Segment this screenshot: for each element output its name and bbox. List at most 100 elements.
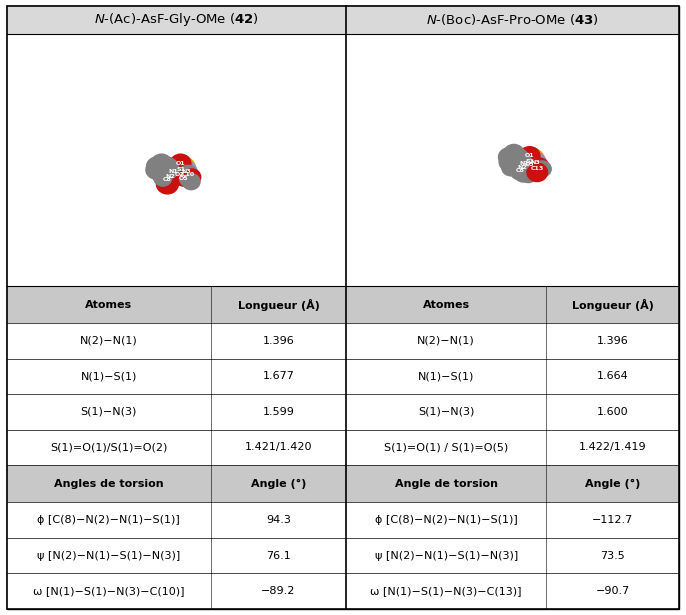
Circle shape	[514, 148, 545, 175]
Text: S(1)−N(3): S(1)−N(3)	[418, 407, 475, 417]
Circle shape	[147, 157, 167, 175]
Circle shape	[508, 152, 530, 172]
Circle shape	[510, 154, 528, 170]
Text: ϕ [C(8)−N(2)−N(1)−S(1)]: ϕ [C(8)−N(2)−N(1)−S(1)]	[37, 515, 180, 525]
Text: 1.677: 1.677	[263, 371, 294, 381]
Circle shape	[152, 156, 174, 175]
Circle shape	[504, 153, 521, 169]
Circle shape	[156, 174, 178, 194]
Text: −90.7: −90.7	[595, 586, 630, 596]
Text: S(1)−N(3): S(1)−N(3)	[80, 407, 137, 417]
Text: 1.664: 1.664	[597, 371, 628, 381]
FancyBboxPatch shape	[7, 394, 346, 430]
FancyBboxPatch shape	[7, 323, 346, 359]
Circle shape	[165, 156, 196, 183]
FancyBboxPatch shape	[7, 430, 346, 465]
FancyBboxPatch shape	[7, 6, 679, 609]
Circle shape	[159, 167, 181, 186]
Circle shape	[521, 157, 539, 173]
Circle shape	[505, 153, 527, 173]
Circle shape	[150, 157, 172, 177]
Circle shape	[151, 163, 173, 183]
Text: 1.396: 1.396	[597, 336, 628, 346]
Text: N(1)−S(1): N(1)−S(1)	[418, 371, 475, 381]
Circle shape	[178, 165, 198, 184]
Text: Angle (°): Angle (°)	[251, 478, 306, 489]
Text: N1: N1	[169, 169, 178, 174]
Text: 94.3: 94.3	[266, 515, 291, 525]
Text: Longueur (Å): Longueur (Å)	[237, 298, 320, 311]
Text: N3: N3	[530, 160, 540, 165]
Circle shape	[504, 146, 525, 166]
Text: 1.421/1.420: 1.421/1.420	[245, 442, 312, 453]
Circle shape	[501, 152, 523, 172]
Text: ω [N(1)−S(1)−N(3)−C(13)]: ω [N(1)−S(1)−N(3)−C(13)]	[370, 586, 522, 596]
Circle shape	[182, 173, 200, 189]
Text: $\mathit{N}$-(Boc)-AsF-Pro-OMe ($\mathbf{43}$): $\mathit{N}$-(Boc)-AsF-Pro-OMe ($\mathbf…	[427, 12, 599, 28]
Circle shape	[513, 153, 535, 173]
Circle shape	[505, 157, 525, 175]
FancyBboxPatch shape	[346, 465, 679, 502]
Text: −112.7: −112.7	[592, 515, 633, 525]
Text: 73.5: 73.5	[600, 550, 625, 561]
Text: O5: O5	[179, 176, 189, 181]
Text: S(1)=O(1) / S(1)=O(5): S(1)=O(1) / S(1)=O(5)	[384, 442, 508, 453]
Circle shape	[524, 153, 546, 173]
FancyBboxPatch shape	[346, 35, 679, 286]
Text: S(1)=O(1)/S(1)=O(2): S(1)=O(1)/S(1)=O(2)	[50, 442, 167, 453]
Circle shape	[508, 156, 526, 172]
Text: S1: S1	[525, 159, 534, 164]
Circle shape	[503, 156, 521, 172]
Circle shape	[527, 159, 547, 178]
Text: O1: O1	[176, 161, 185, 166]
Text: 1.422/1.419: 1.422/1.419	[579, 442, 646, 453]
FancyBboxPatch shape	[346, 430, 679, 465]
Circle shape	[156, 157, 178, 177]
Text: ψ [N(2)−N(1)−S(1)−N(3)]: ψ [N(2)−N(1)−S(1)−N(3)]	[37, 550, 180, 561]
Text: N2: N2	[517, 165, 527, 170]
Circle shape	[512, 151, 531, 169]
Circle shape	[175, 162, 197, 181]
Circle shape	[534, 161, 552, 177]
Circle shape	[519, 147, 540, 165]
Text: $\mathit{N}$-(Ac)-AsF-Gly-OMe ($\mathbf{42}$): $\mathit{N}$-(Ac)-AsF-Gly-OMe ($\mathbf{…	[94, 12, 259, 28]
Circle shape	[499, 153, 520, 172]
Text: 1.396: 1.396	[263, 336, 294, 346]
Text: Angle de torsion: Angle de torsion	[394, 478, 498, 489]
Circle shape	[156, 170, 177, 189]
Text: Angle (°): Angle (°)	[585, 478, 640, 489]
Text: S1: S1	[176, 167, 185, 172]
FancyBboxPatch shape	[346, 502, 679, 538]
Circle shape	[510, 161, 530, 180]
Circle shape	[527, 163, 547, 181]
Text: C8: C8	[163, 177, 172, 182]
Text: C8: C8	[516, 168, 525, 173]
Text: Angles de torsion: Angles de torsion	[54, 478, 163, 489]
Circle shape	[504, 145, 524, 163]
Circle shape	[499, 148, 519, 166]
Circle shape	[519, 167, 537, 183]
Text: 1.600: 1.600	[597, 407, 628, 417]
FancyBboxPatch shape	[346, 323, 679, 359]
Circle shape	[525, 164, 543, 180]
FancyBboxPatch shape	[7, 6, 346, 34]
Circle shape	[501, 148, 523, 168]
Text: N3: N3	[181, 169, 191, 174]
Circle shape	[507, 148, 529, 168]
Text: ψ [N(2)−N(1)−S(1)−N(3)]: ψ [N(2)−N(1)−S(1)−N(3)]	[375, 550, 518, 561]
Text: Atomes: Atomes	[85, 300, 132, 309]
Text: N(2)−N(1): N(2)−N(1)	[417, 336, 475, 346]
FancyBboxPatch shape	[7, 286, 346, 323]
Text: −89.2: −89.2	[261, 586, 296, 596]
Text: N2: N2	[165, 174, 175, 179]
Circle shape	[146, 161, 167, 179]
FancyBboxPatch shape	[346, 359, 679, 394]
Circle shape	[151, 154, 172, 173]
FancyBboxPatch shape	[346, 286, 679, 323]
Circle shape	[155, 160, 177, 180]
Circle shape	[509, 151, 527, 167]
FancyBboxPatch shape	[7, 573, 346, 609]
Text: 76.1: 76.1	[266, 550, 291, 561]
FancyBboxPatch shape	[346, 573, 679, 609]
Text: ϕ [C(8)−N(2)−N(1)−S(1)]: ϕ [C(8)−N(2)−N(1)−S(1)]	[375, 515, 518, 525]
